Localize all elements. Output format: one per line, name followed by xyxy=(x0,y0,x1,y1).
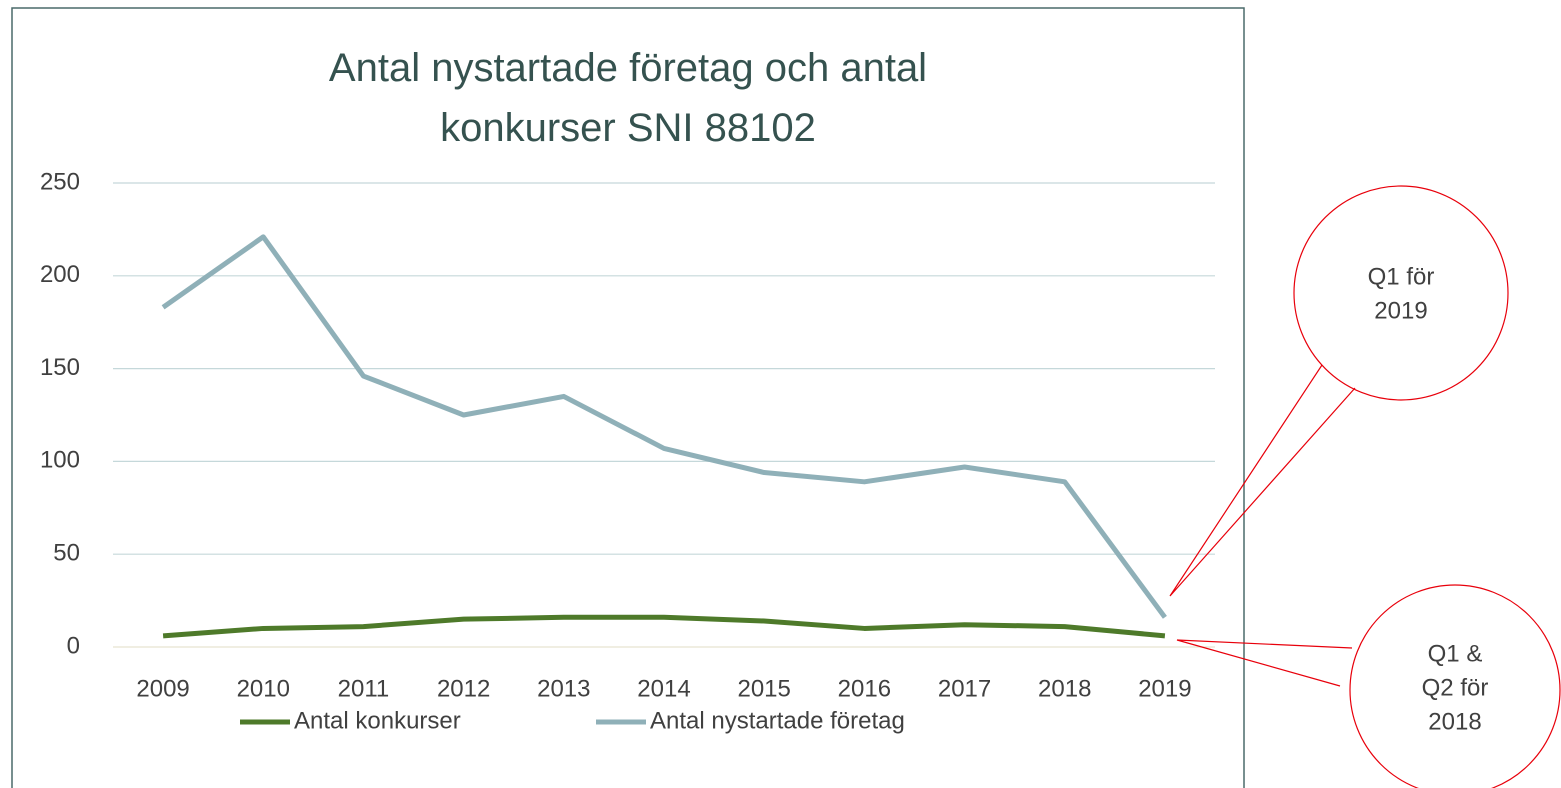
callout-text: Q1 & xyxy=(1428,640,1483,667)
callout: Q1 & Q2 för 2018 xyxy=(1176,584,1561,788)
y-tick-label: 100 xyxy=(40,447,80,474)
legend-label: Antal konkurser xyxy=(294,707,461,734)
y-tick-label: 0 xyxy=(67,632,80,659)
callout: Q1 för 2019 xyxy=(1169,185,1509,597)
chart-frame xyxy=(11,7,1245,788)
callout-pointer xyxy=(1169,364,1356,597)
x-tick-label: 2010 xyxy=(237,675,290,702)
callout-text: 2019 xyxy=(1374,297,1427,324)
x-tick-label: 2013 xyxy=(537,675,590,702)
x-tick-label: 2015 xyxy=(737,675,790,702)
x-tick-label: 2019 xyxy=(1138,675,1191,702)
series-line xyxy=(161,234,1167,619)
x-tick-label: 2017 xyxy=(938,675,991,702)
x-tick-label: 2012 xyxy=(437,675,490,702)
x-tick-label: 2011 xyxy=(338,675,390,702)
y-tick-label: 200 xyxy=(40,261,80,288)
series-line xyxy=(162,614,1166,639)
y-tick-label: 250 xyxy=(40,168,80,195)
x-tick-label: 2016 xyxy=(838,675,891,702)
callout-pointer xyxy=(1176,639,1353,687)
callout-text: Q2 för xyxy=(1422,674,1489,701)
x-tick-label: 2018 xyxy=(1038,675,1091,702)
y-tick-label: 150 xyxy=(40,354,80,381)
x-tick-label: 2014 xyxy=(637,675,690,702)
callout-bubble xyxy=(1349,584,1561,788)
legend-label: Antal nystartade företag xyxy=(650,707,905,734)
y-tick-label: 50 xyxy=(53,540,80,567)
callout-bubble xyxy=(1293,185,1509,401)
callout-text: Q1 för xyxy=(1368,263,1435,290)
x-tick-label: 2009 xyxy=(136,675,189,702)
callout-text: 2018 xyxy=(1428,708,1481,735)
chart-title: Antal nystartade företag och antal konku… xyxy=(328,46,928,150)
